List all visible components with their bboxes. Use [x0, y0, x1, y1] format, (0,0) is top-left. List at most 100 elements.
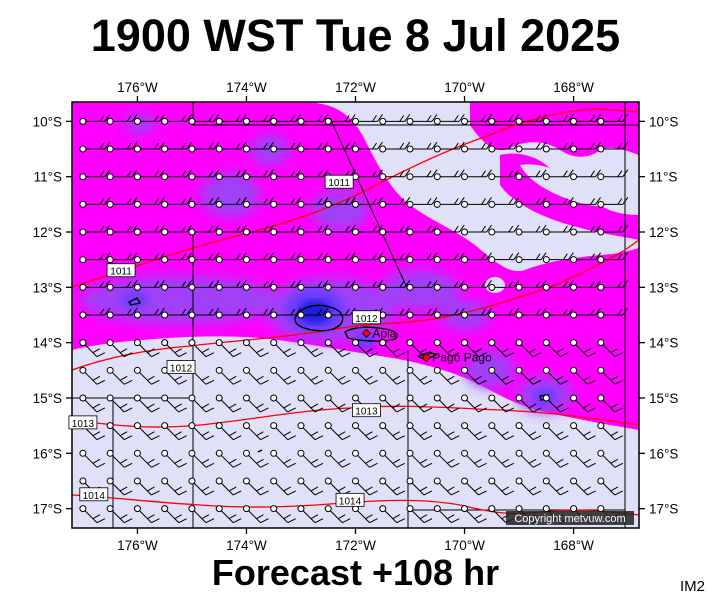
- wind-barb-icon: [570, 169, 601, 181]
- wind-barb-icon: [488, 224, 520, 236]
- map-title: 1900 WST Tue 8 Jul 2025: [90, 10, 621, 61]
- place-label: Apia: [372, 326, 396, 340]
- wind-barb-icon: [488, 252, 520, 264]
- wind-barb-icon: [488, 307, 520, 319]
- isobar-label: 1013: [355, 407, 378, 418]
- savaii-island: [294, 304, 344, 332]
- wind-barb-icon: [161, 339, 187, 358]
- isobar-label: 1014: [83, 491, 106, 502]
- wind-barb-icon: [433, 394, 460, 413]
- wind-barb-icon: [242, 339, 269, 358]
- lat-label-left: 11°S: [34, 170, 62, 185]
- wind-barb-icon: [215, 141, 247, 153]
- wind-barb-icon: [215, 505, 242, 524]
- wind-barb-icon: [79, 449, 106, 468]
- wind-barb-icon: [570, 449, 596, 468]
- wind-barb-icon: [542, 197, 574, 208]
- rain-very-heavy-area: [299, 300, 331, 324]
- lat-label-left: 10°S: [33, 114, 62, 129]
- wind-barb-icon: [406, 394, 433, 413]
- lon-label-top: 176°W: [117, 80, 158, 95]
- wind-barb-icon: [133, 505, 160, 524]
- lat-label-right: 10°S: [649, 114, 678, 129]
- wind-barb-icon: [188, 422, 215, 441]
- wind-barb-icon: [406, 339, 433, 358]
- wind-barb-icon: [352, 141, 383, 153]
- wind-barb-icon: [352, 449, 378, 468]
- isobar-label: 1011: [328, 178, 350, 189]
- wind-barb-icon: [406, 114, 438, 125]
- wind-barb-icon: [270, 422, 296, 441]
- wind-barb-icon: [161, 449, 187, 468]
- wind-barb-icon: [297, 339, 324, 358]
- wind-barb-icon: [297, 422, 324, 441]
- wind-barb-icon: [570, 280, 601, 291]
- wind-barb-icon: [597, 394, 624, 413]
- place-marker-icon: [361, 328, 371, 338]
- wind-barb-icon: [215, 422, 242, 441]
- wind-barb-icon: [161, 252, 193, 264]
- corner-label: IM2: [679, 578, 705, 595]
- wind-barb-icon: [106, 114, 138, 125]
- wind-barb-icon: [270, 252, 302, 264]
- wind-barb-icon: [133, 197, 165, 208]
- isobar-label: 1013: [72, 419, 95, 430]
- wind-barb-icon: [433, 339, 460, 358]
- wind-barb-icon: [106, 197, 138, 208]
- wind-barb-icon: [379, 197, 411, 208]
- wind-barb-icon: [542, 114, 574, 125]
- wind-barb-icon: [133, 339, 160, 358]
- wind-barb-icon: [215, 307, 247, 319]
- wind-barb-icon: [542, 422, 569, 441]
- wind-barb-icon: [270, 366, 296, 385]
- lon-label-top: 168°W: [553, 80, 594, 95]
- wind-barb-icon: [488, 280, 520, 291]
- wind-barb-icon: [188, 114, 220, 125]
- wind-barb-icon: [570, 114, 601, 125]
- wind-barb-icon: [297, 114, 329, 125]
- wind-barb-icon: [597, 114, 629, 125]
- wind-barb-icon: [133, 449, 160, 468]
- wind-barb-icon: [461, 449, 487, 468]
- isobar-1012: [72, 239, 639, 371]
- wind-barb-icon: [461, 307, 492, 319]
- wind-barb-icon: [188, 394, 215, 413]
- wind-barb-icon: [133, 141, 165, 153]
- wind-barb-icon: [406, 280, 438, 291]
- lat-label-left: 17°S: [33, 502, 62, 517]
- wind-barb-icon: [215, 477, 242, 496]
- wind-barb-icon: [270, 394, 296, 413]
- wind-barb-icon: [379, 449, 405, 468]
- wind-barb-icon: [106, 505, 133, 524]
- wind-barb-icon: [242, 505, 269, 524]
- wind-barb-icon: [106, 449, 133, 468]
- wind-barb-icon: [597, 366, 624, 385]
- wind-barb-icon: [488, 114, 520, 125]
- wind-barb-icon: [570, 197, 601, 208]
- wind-barb-icon: [242, 197, 274, 208]
- lat-label-left: 14°S: [33, 336, 62, 351]
- wind-barb-icon: [324, 114, 356, 125]
- wind-barb-icon: [161, 422, 187, 441]
- wind-barb-icon: [161, 114, 193, 125]
- wind-barb-icon: [297, 197, 329, 208]
- wind-barb-icon: [515, 477, 542, 496]
- wind-barb-icon: [188, 449, 215, 468]
- wind-barb-icon: [488, 366, 515, 385]
- wind-barb-icon: [461, 169, 492, 181]
- wind-barb-icon: [79, 224, 111, 236]
- wind-barb-icon: [133, 394, 160, 413]
- wind-barb-icon: [515, 280, 547, 291]
- forecast-label: Forecast +108 hr: [211, 552, 500, 593]
- wind-barb-icon: [324, 141, 356, 153]
- wind-barb-icon: [570, 141, 601, 153]
- wind-barb-icon: [515, 141, 547, 153]
- wind-barb-icon: [324, 252, 356, 264]
- wind-barb-icon: [570, 366, 596, 385]
- wind-barb-icon: [433, 141, 465, 153]
- wind-barb-icon: [188, 224, 220, 236]
- wind-barb-icon: [542, 169, 574, 181]
- isobar-label: 1011: [110, 267, 132, 278]
- wind-barb-field: [79, 114, 629, 524]
- wind-barb-icon: [352, 197, 383, 208]
